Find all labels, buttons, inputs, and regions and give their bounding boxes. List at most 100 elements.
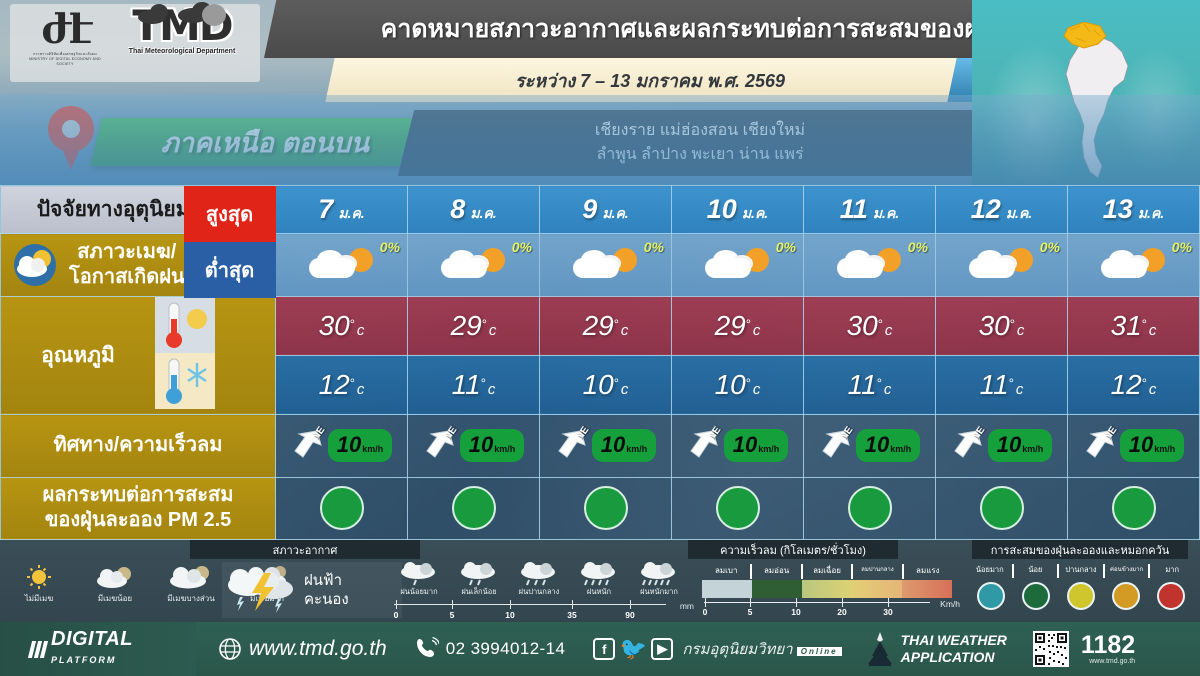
day-header-5: 12 ม.ค. xyxy=(935,184,1068,235)
temp-min-label: ต่ำสุด xyxy=(183,241,276,298)
legend-label: มีเมฆบางส่วน xyxy=(167,594,215,603)
legend-label: ลมเฉื่อย xyxy=(800,564,851,579)
wind-speed-unit: km/h xyxy=(494,444,516,455)
temp-min-value: 10 xyxy=(714,369,746,401)
province-list: เชียงราย แม่ฮ่องสอน เชียงใหม่ ลำพูน ลำปา… xyxy=(420,110,980,176)
rain-tick: 10 xyxy=(505,610,515,620)
page-title: คาดหมายสภาวะอากาศและผลกระทบต่อการสะสมของ… xyxy=(380,15,1076,43)
legend-label: ลมอ่อน xyxy=(750,564,800,579)
sky-label-line1: สภาวะเมฆ/ xyxy=(77,240,177,263)
online-badge: Online xyxy=(796,647,842,656)
thai-weather-app[interactable]: THAI WEATHER APPLICATION xyxy=(866,630,1007,668)
wind-speed-value: 10 xyxy=(1128,432,1154,458)
province-banner-shape xyxy=(397,110,991,176)
app-temple-icon xyxy=(867,632,892,666)
wind-speed-badge: 10 km/h xyxy=(327,429,393,463)
legend-label: ฝนเล็กน้อย xyxy=(461,587,497,596)
wind-tick: 20 xyxy=(837,607,847,617)
tmd-cloud-icon xyxy=(134,2,230,28)
pm25-status-dot xyxy=(583,486,628,531)
legend-bar: สภาวะอากาศ ความเร็วลม (กิโลเมตร/ชั่วโมง)… xyxy=(0,540,1200,622)
temp-max-cell-0: 30° c xyxy=(275,295,408,356)
sky-cell-1: 0% xyxy=(407,233,540,297)
day-header-2: 9 ม.ค. xyxy=(539,184,672,235)
temp-max-value: 31 xyxy=(1110,309,1142,341)
day-number: 7 xyxy=(318,194,334,225)
sky-cell-4: 0% xyxy=(803,233,936,297)
legend-label: ลมแรง xyxy=(901,564,952,579)
legend-sky-title: สภาวะอากาศ xyxy=(190,540,420,559)
temp-max-value: 29 xyxy=(714,309,746,341)
pm-legend-dot-2 xyxy=(1058,582,1103,610)
temp-unit: c xyxy=(356,381,365,399)
pm25-cell-1 xyxy=(407,476,540,541)
wind-speed-unit: km/h xyxy=(362,444,384,455)
rain-heavy-icon xyxy=(570,562,628,586)
platform-line1: DIGITAL xyxy=(51,628,134,650)
sky-cell-0: 0% xyxy=(275,233,408,297)
wind-arrow-icon: NE xyxy=(555,425,591,465)
temp-max-cell-6: 31° c xyxy=(1067,295,1200,356)
region-banner-shape xyxy=(90,118,412,166)
platform-line2: PLATFORM xyxy=(51,655,117,665)
sky-cell-3: 0% xyxy=(671,233,804,297)
tmd-logo: TMD Thai Meteorological Department xyxy=(112,2,252,82)
rain-scale-axis: 0 5 10 35 90 mm xyxy=(390,599,694,621)
rain-tick: 0 xyxy=(393,610,399,620)
temp-unit: c xyxy=(488,321,497,339)
wind-speed-unit: km/h xyxy=(626,444,648,455)
temp-label: อุณหภูมิ xyxy=(41,343,115,367)
website-link[interactable]: www.tmd.go.th xyxy=(218,637,387,661)
legend-label: ฝนปานกลาง xyxy=(518,587,560,596)
legend-wind-title: ความเร็วลม (กิโลเมตร/ชั่วโมง) xyxy=(688,540,898,559)
wind-unit-label: Km/h xyxy=(940,599,960,609)
youtube-icon[interactable]: ▶ xyxy=(651,638,674,660)
legend-label: ไม่มีเมฆ xyxy=(24,594,54,603)
pm25-row: ผลกระทบต่อการสะสม ของฝุ่นละออง PM 2.5 xyxy=(0,476,1200,541)
thailand-map-icon xyxy=(1063,22,1129,179)
forecast-table: ปัจจัยทางอุตุนิยมวิทยา 7 ม.ค. 8 ม.ค. 9 ม.ค.… xyxy=(0,184,1200,541)
pm25-cell-0 xyxy=(275,476,408,541)
temp-min-value: 12 xyxy=(1110,369,1142,401)
legend-thunderstorm: ฝนฟ้า คะนอง xyxy=(222,562,402,618)
phone-icon xyxy=(416,636,439,657)
partly-cloudy-icon xyxy=(305,246,379,286)
degree-symbol: ° xyxy=(349,375,355,391)
qr-code-icon[interactable] xyxy=(1032,631,1069,667)
pm25-label-line2: ของฝุ่นละออง PM 2.5 xyxy=(44,509,232,532)
wind-tick: 5 xyxy=(747,607,753,617)
app-name: THAI WEATHER APPLICATION xyxy=(901,632,1007,666)
legend-item-rain-moderate: ฝนปานกลาง xyxy=(510,562,568,598)
degree-symbol: ° xyxy=(1141,316,1147,332)
day-header-4: 11 ม.ค. xyxy=(803,184,936,235)
legend-pm-labels: น้อยมาก น้อย ปานกลาง ค่อนข้างมาก มาก xyxy=(968,564,1194,578)
pm25-cell-2 xyxy=(539,476,672,541)
rain-chance: 0% xyxy=(1171,239,1192,256)
pm25-status-dot xyxy=(319,486,364,531)
forecast-grid: ปัจจัยทางอุตุนิยมวิทยา 7 ม.ค. 8 ม.ค. 9 ม.ค.… xyxy=(0,184,1200,541)
wind-arrow-icon: NE xyxy=(819,425,855,465)
social-links[interactable]: f 🐦 ▶ กรมอุตุนิยมวิทยา Online xyxy=(593,636,842,661)
rain-tick: 35 xyxy=(567,610,577,620)
month-abbr: ม.ค. xyxy=(741,205,769,222)
degree-symbol: ° xyxy=(613,375,619,391)
temp-unit: c xyxy=(620,321,629,339)
temp-row-label: อุณหภูมิ xyxy=(0,185,276,416)
wind-cell-6: NE 10 km/h xyxy=(1067,414,1200,478)
temp-unit: c xyxy=(884,321,893,339)
pm25-cell-3 xyxy=(671,476,804,541)
phone-contact[interactable]: 02 3994012-14 xyxy=(413,636,566,662)
facebook-icon[interactable]: f xyxy=(593,638,616,660)
wind-row-label: ทิศทาง/ความเร็วลม xyxy=(0,414,276,478)
temp-max-value: 30 xyxy=(846,309,878,341)
twitter-icon[interactable]: 🐦 xyxy=(619,636,648,661)
temp-unit: c xyxy=(1015,381,1024,399)
footer-bar: DIGITAL PLATFORM www.tmd.go.th 02 399401… xyxy=(0,622,1200,676)
degree-symbol: ° xyxy=(1009,316,1015,332)
partly-cloudy-icon xyxy=(158,564,224,590)
temp-min-cell-3: 10° c xyxy=(671,354,804,416)
ministry-caption-th: กระทรวงดิจิทัลเพื่อเศรษฐกิจและสังคม xyxy=(33,52,97,56)
wind-speed-value: 10 xyxy=(336,432,362,458)
rain-chance: 0% xyxy=(907,239,928,256)
temp-min-cell-1: 11° c xyxy=(407,354,540,416)
